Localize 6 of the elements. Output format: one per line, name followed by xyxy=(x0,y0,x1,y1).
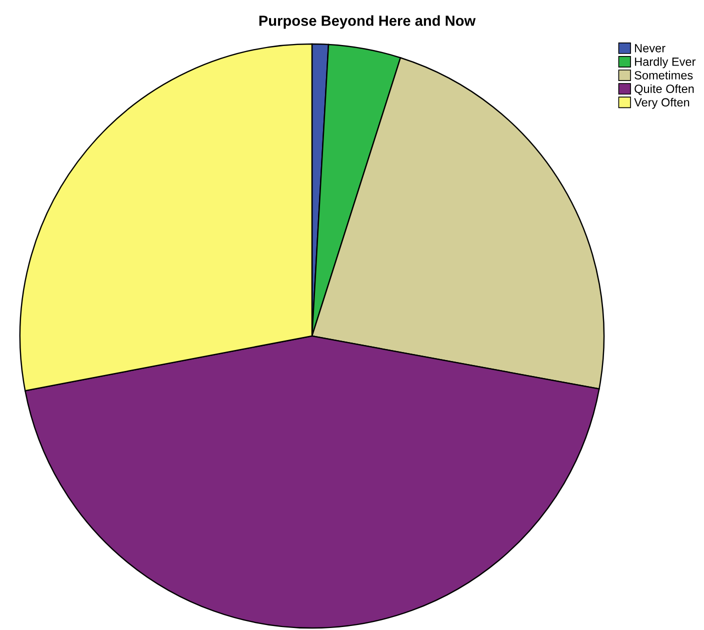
legend-label: Quite Often xyxy=(634,84,694,96)
legend-label: Never xyxy=(635,44,666,52)
legend-label: Hardly Ever xyxy=(635,57,696,68)
chart-title: Purpose Beyond Here and Now xyxy=(259,15,476,29)
legend-label: Sometimes xyxy=(634,70,693,80)
legend-label: Very Often xyxy=(634,98,690,109)
